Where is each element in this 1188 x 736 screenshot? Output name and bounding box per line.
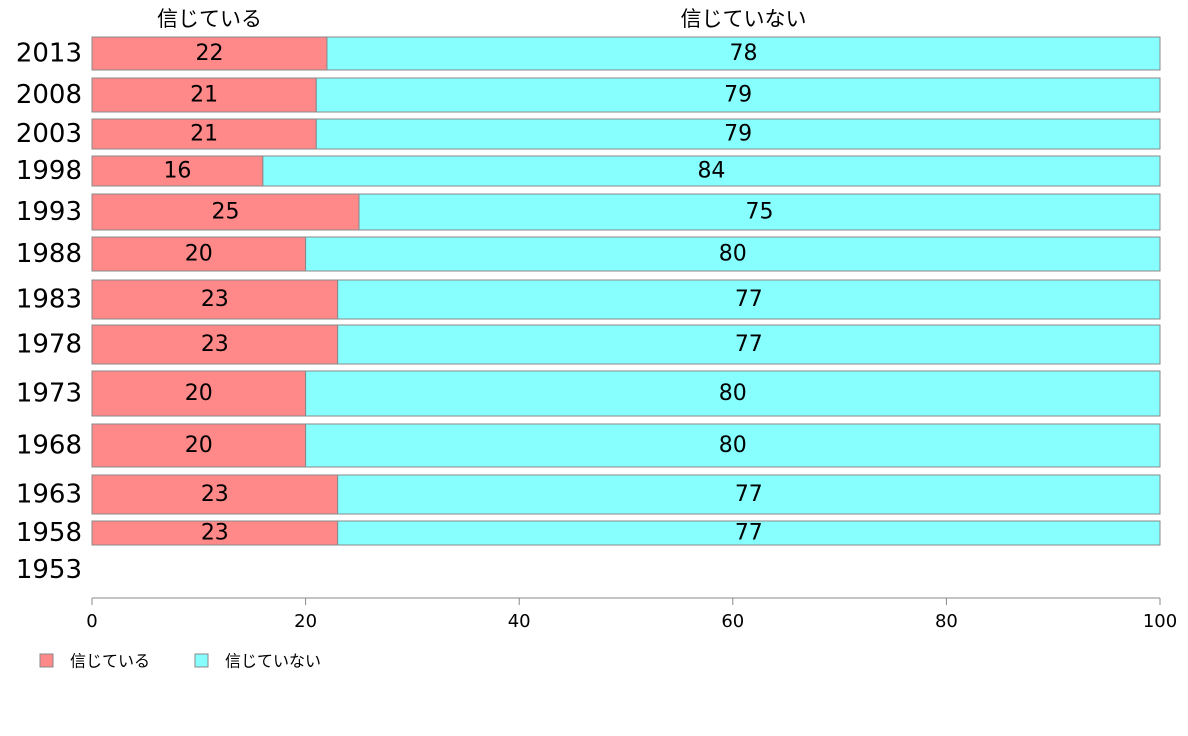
data-label-believe-1983: 23 (201, 287, 229, 312)
category-label-2003: 2003 (16, 119, 82, 149)
bar-believe-1973 (91, 370, 307, 417)
category-label-1993: 1993 (16, 197, 82, 227)
bar-believe-2013 (91, 36, 328, 71)
data-label-believe-2008: 21 (190, 83, 218, 108)
bar-not-believe-1978 (337, 324, 1161, 365)
data-label-not-believe-2013: 78 (729, 41, 757, 66)
data-label-not-believe-1958: 77 (735, 521, 763, 546)
bar-not-believe-1963 (337, 474, 1161, 515)
legend-swatch-not-believe (194, 653, 209, 668)
bar-not-believe-1968 (305, 423, 1161, 468)
category-label-1983: 1983 (16, 285, 82, 315)
x-tick-label-80: 80 (935, 611, 958, 632)
bar-believe-1968 (91, 423, 307, 468)
bar-not-believe-1973 (305, 370, 1161, 417)
bar-believe-1998 (91, 155, 264, 187)
x-tick-label-100: 100 (1143, 611, 1177, 632)
data-label-not-believe-2008: 79 (724, 83, 752, 108)
bar-not-believe-1983 (337, 279, 1161, 320)
category-label-2008: 2008 (16, 80, 82, 110)
bar-not-believe-2013 (326, 36, 1161, 71)
data-label-not-believe-1978: 77 (735, 332, 763, 357)
x-tick-label-20: 20 (294, 611, 317, 632)
bar-believe-1983 (91, 279, 339, 320)
category-label-1978: 1978 (16, 330, 82, 360)
data-label-not-believe-1993: 75 (746, 200, 774, 225)
x-tick-label-40: 40 (508, 611, 531, 632)
data-label-believe-1968: 20 (185, 433, 213, 458)
data-label-not-believe-1968: 80 (719, 433, 747, 458)
bar-believe-2003 (91, 118, 317, 150)
bar-believe-2008 (91, 77, 317, 113)
category-label-1968: 1968 (16, 431, 82, 461)
column-header-believe: 信じている (157, 7, 262, 31)
legend-label-believe: 信じている (70, 652, 150, 671)
data-label-believe-1993: 25 (212, 200, 240, 225)
category-label-1988: 1988 (16, 239, 82, 269)
legend-label-not-believe: 信じていない (225, 652, 321, 671)
bar-believe-1958 (91, 520, 339, 546)
bar-not-believe-1993 (358, 193, 1161, 231)
data-label-believe-1958: 23 (201, 521, 229, 546)
data-label-believe-1998: 16 (163, 159, 191, 184)
data-label-not-believe-1988: 80 (719, 242, 747, 267)
category-label-2013: 2013 (16, 39, 82, 69)
data-label-not-believe-2003: 79 (724, 122, 752, 147)
bar-not-believe-1998 (262, 155, 1161, 187)
data-label-believe-1963: 23 (201, 482, 229, 507)
bar-believe-1993 (91, 193, 360, 231)
bar-believe-1963 (91, 474, 339, 515)
data-label-not-believe-1963: 77 (735, 482, 763, 507)
category-label-1998: 1998 (16, 156, 82, 186)
bar-not-believe-2008 (315, 77, 1161, 113)
category-label-1958: 1958 (16, 518, 82, 548)
data-label-believe-2013: 22 (195, 41, 223, 66)
x-tick-label-60: 60 (721, 611, 744, 632)
bar-not-believe-1958 (337, 520, 1161, 546)
data-label-believe-2003: 21 (190, 122, 218, 147)
data-label-believe-1978: 23 (201, 332, 229, 357)
data-label-not-believe-1998: 84 (697, 159, 725, 184)
data-label-not-believe-1983: 77 (735, 287, 763, 312)
bar-not-believe-1988 (305, 236, 1161, 272)
category-label-1953: 1953 (16, 555, 82, 585)
column-header-not-believe: 信じていない (680, 7, 806, 31)
x-tick-label-0: 0 (86, 611, 97, 632)
data-label-not-believe-1973: 80 (719, 381, 747, 406)
bar-not-believe-2003 (315, 118, 1161, 150)
data-label-believe-1988: 20 (185, 242, 213, 267)
data-label-believe-1973: 20 (185, 381, 213, 406)
category-label-1963: 1963 (16, 480, 82, 510)
legend-swatch-believe (39, 653, 54, 668)
category-label-1973: 1973 (16, 379, 82, 409)
